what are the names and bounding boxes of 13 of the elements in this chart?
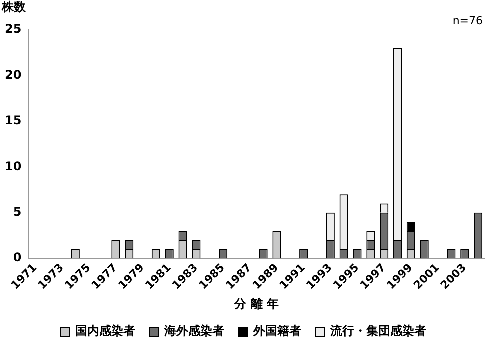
y-tick-label: 15 (4, 114, 22, 128)
y-axis-title: 株数 (1, 0, 27, 14)
legend-label: 流行・集団感染者 (330, 324, 426, 338)
legend-label: 国内感染者 (76, 324, 136, 338)
y-tick-label: 10 (4, 159, 22, 174)
y-tick-label: 5 (13, 205, 22, 220)
legend-label: 外国籍者 (252, 324, 302, 338)
x-axis-title: 分 離 年 (234, 296, 280, 311)
text: n=76 (452, 14, 483, 28)
y-tick-label: 20 (4, 68, 22, 82)
y-tick-label: 0 (13, 250, 22, 265)
legend-label: 海外感染者 (164, 324, 224, 338)
y-tick-label: 25 (4, 22, 22, 36)
